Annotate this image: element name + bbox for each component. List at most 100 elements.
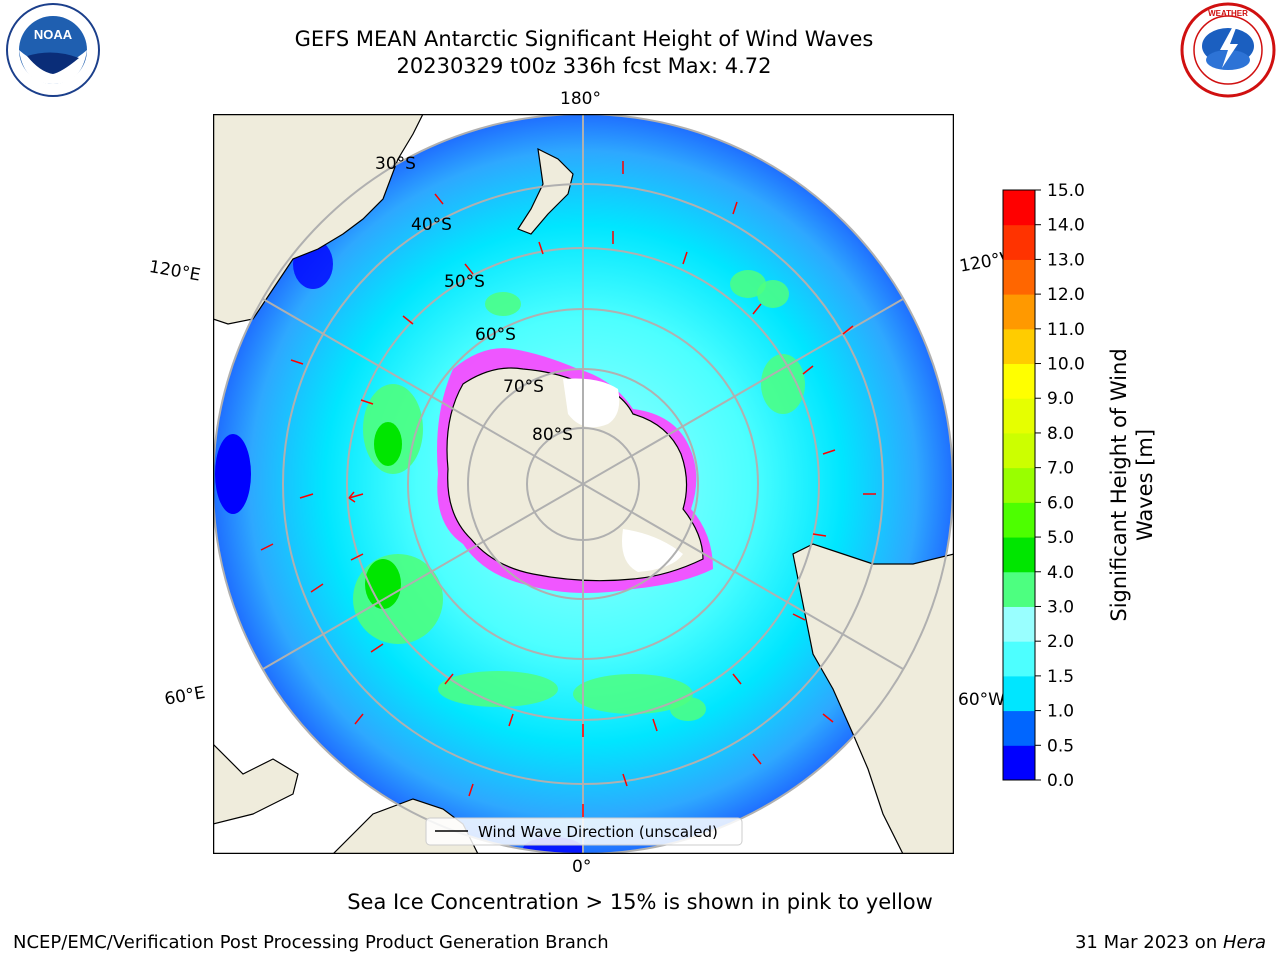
colorbar-tick-label: 0.0	[1047, 771, 1074, 790]
colorbar-tick-label: 4.0	[1047, 563, 1074, 583]
direction-arrow	[464, 263, 474, 275]
colorbar-cell	[1003, 398, 1035, 434]
colorbar-tick-label: 15.0	[1047, 181, 1085, 201]
colorbar-cell	[1003, 363, 1035, 399]
colorbar-cell	[1003, 190, 1035, 226]
wave-patch	[438, 671, 558, 707]
lat-label-70s: 70°S	[503, 377, 544, 397]
direction-arrow	[682, 251, 688, 265]
direction-arrow	[732, 201, 738, 215]
lat-label-80s: 80°S	[532, 425, 573, 445]
colorbar-cell	[1003, 641, 1035, 677]
wave-patch	[215, 434, 251, 514]
direction-arrow	[434, 193, 444, 205]
direction-arrow	[802, 365, 814, 375]
lon-label-60e: 60°E	[163, 682, 207, 710]
colorbar-cell	[1003, 675, 1035, 712]
colorbar-tick-label: 11.0	[1047, 320, 1085, 340]
colorbar-cell	[1003, 432, 1035, 469]
direction-arrow	[310, 583, 324, 593]
lon-label-120e: 120°E	[147, 257, 202, 286]
direction-arrow	[402, 315, 414, 325]
colorbar-cell	[1003, 224, 1035, 260]
wave-patch	[730, 270, 766, 298]
colorbar-tick-label: 10.0	[1047, 355, 1085, 375]
colorbar-tick-label: 1.5	[1047, 667, 1074, 687]
credit-text: NCEP/EMC/Verification Post Processing Pr…	[13, 932, 609, 953]
wave-patch	[573, 674, 693, 714]
colorbar-cell	[1003, 328, 1035, 365]
colorbar-label-line2: Waves [m]	[1133, 429, 1157, 541]
direction-arrow	[652, 718, 658, 732]
map-border	[213, 114, 954, 854]
direction-arrow	[538, 241, 544, 255]
colorbar-tick-label: 12.0	[1047, 285, 1085, 305]
colorbar-cell	[1003, 537, 1035, 573]
direction-arrow	[792, 613, 806, 621]
direction-arrow	[444, 673, 454, 685]
date-stamp: 31 Mar 2023 on Hera	[1075, 932, 1266, 953]
direction-arrow	[468, 783, 474, 797]
direction-arrow	[354, 713, 364, 725]
direction-arrow	[290, 359, 304, 365]
colorbar-cell	[1003, 710, 1035, 746]
colorbar-tick-label: 0.5	[1047, 736, 1074, 756]
colorbar-cell	[1003, 606, 1035, 642]
polar-map: 30°S 40°S 50°S 60°S 70°S 80°S Wind Wave …	[213, 114, 954, 854]
nws-logo: WEATHER	[1180, 2, 1276, 98]
lat-label-50s: 50°S	[444, 272, 485, 292]
direction-arrow	[348, 491, 364, 503]
colorbar-cell	[1003, 294, 1035, 330]
colorbar-tick-label: 8.0	[1047, 424, 1074, 444]
svg-text:WEATHER: WEATHER	[1208, 9, 1248, 18]
colorbar-cell	[1003, 467, 1035, 503]
colorbar-cell	[1003, 259, 1035, 295]
direction-arrow	[260, 543, 274, 551]
lat-label-30s: 30°S	[375, 154, 416, 174]
wave-patch	[761, 354, 805, 414]
colorbar-tick-label: 1.0	[1047, 702, 1074, 722]
direction-arrow	[812, 533, 827, 537]
wave-patch	[374, 422, 402, 466]
direction-arrow	[752, 753, 762, 765]
direction-arrow	[752, 303, 762, 315]
colorbar-tick-label: 3.0	[1047, 597, 1074, 617]
direction-arrow	[370, 643, 384, 653]
map-legend: Wind Wave Direction (unscaled)	[425, 817, 743, 846]
colorbar-tick-label: 9.0	[1047, 389, 1074, 409]
chart-title: GEFS MEAN Antarctic Significant Height o…	[294, 27, 874, 51]
chart-subtitle: 20230329 t00z 336h fcst Max: 4.72	[396, 54, 772, 78]
colorbar-border	[1002, 189, 1036, 781]
madagascar-land	[213, 743, 299, 825]
lon-label-0: 0°	[572, 857, 592, 877]
colorbar-tick-label: 2.0	[1047, 632, 1074, 652]
lon-label-60w: 60°W	[958, 690, 1005, 710]
lon-label-180: 180°	[560, 89, 601, 109]
colorbar-tick-label: 5.0	[1047, 528, 1074, 548]
direction-arrow	[350, 553, 364, 561]
colorbar-cell	[1003, 571, 1035, 607]
colorbar-tick-label: 6.0	[1047, 493, 1074, 513]
direction-arrow	[622, 773, 628, 787]
colorbar-label-line1: Significant Height of Wind	[1107, 348, 1131, 621]
direction-arrow	[732, 673, 742, 685]
direction-arrow	[299, 493, 314, 499]
svg-text:NOAA: NOAA	[34, 27, 73, 42]
wave-patch	[485, 292, 521, 316]
colorbar-tick-label: 7.0	[1047, 459, 1074, 479]
legend-label: Wind Wave Direction (unscaled)	[478, 823, 718, 841]
australia-land	[213, 114, 424, 325]
wave-patch	[365, 559, 401, 609]
colorbar-cell	[1003, 502, 1035, 538]
wave-patch	[757, 280, 789, 308]
new-zealand-land	[517, 147, 574, 235]
ross-ice-shelf	[563, 378, 620, 428]
colorbar-tick-label: 14.0	[1047, 216, 1085, 236]
sea-ice-note: Sea Ice Concentration > 15% is shown in …	[347, 890, 933, 914]
lat-label-40s: 40°S	[411, 215, 452, 235]
lat-label-60s: 60°S	[475, 325, 516, 345]
wave-patch	[670, 697, 706, 721]
colorbar-cell	[1003, 745, 1035, 781]
direction-arrow	[842, 325, 854, 335]
wind-wave-arrows	[260, 161, 876, 817]
